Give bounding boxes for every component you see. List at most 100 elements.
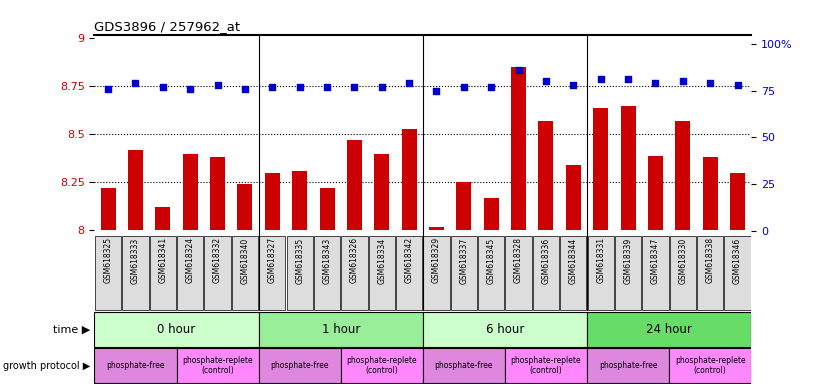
Text: phosphate-replete
(control): phosphate-replete (control) xyxy=(182,356,253,376)
Bar xyxy=(621,106,635,230)
Point xyxy=(375,84,388,90)
Text: GSM618340: GSM618340 xyxy=(241,237,250,283)
Text: GSM618332: GSM618332 xyxy=(213,237,222,283)
FancyBboxPatch shape xyxy=(424,236,450,310)
FancyBboxPatch shape xyxy=(259,348,341,383)
FancyBboxPatch shape xyxy=(533,236,559,310)
Text: GSM618334: GSM618334 xyxy=(378,237,386,283)
FancyBboxPatch shape xyxy=(122,236,149,310)
Text: GSM618326: GSM618326 xyxy=(350,237,359,283)
FancyBboxPatch shape xyxy=(259,236,286,310)
Text: GSM618331: GSM618331 xyxy=(596,237,605,283)
Text: GSM618335: GSM618335 xyxy=(296,237,304,283)
Text: phosphate-free: phosphate-free xyxy=(270,361,329,370)
Point xyxy=(621,76,635,83)
Point xyxy=(184,86,197,92)
FancyBboxPatch shape xyxy=(478,236,504,310)
Bar xyxy=(237,184,253,230)
Text: GSM618328: GSM618328 xyxy=(514,237,523,283)
FancyBboxPatch shape xyxy=(423,348,505,383)
Text: GSM618330: GSM618330 xyxy=(678,237,687,283)
Point xyxy=(102,86,115,92)
FancyBboxPatch shape xyxy=(560,236,586,310)
Point xyxy=(211,82,224,88)
Text: 1 hour: 1 hour xyxy=(322,323,360,336)
Bar xyxy=(511,67,526,230)
Text: GSM618346: GSM618346 xyxy=(733,237,742,283)
Point xyxy=(704,80,717,86)
FancyBboxPatch shape xyxy=(287,236,313,310)
Bar xyxy=(594,108,608,230)
FancyBboxPatch shape xyxy=(94,312,259,347)
Point xyxy=(457,84,470,90)
Point xyxy=(512,67,525,73)
Text: GSM618345: GSM618345 xyxy=(487,237,496,283)
Text: GSM618347: GSM618347 xyxy=(651,237,660,283)
Bar xyxy=(401,129,417,230)
Bar xyxy=(429,227,444,230)
Bar xyxy=(676,121,690,230)
FancyBboxPatch shape xyxy=(177,236,204,310)
Point xyxy=(539,78,553,84)
FancyBboxPatch shape xyxy=(587,312,751,347)
Bar xyxy=(265,173,280,230)
Text: phosphate-replete
(control): phosphate-replete (control) xyxy=(346,356,417,376)
Text: 24 hour: 24 hour xyxy=(646,323,692,336)
Point xyxy=(129,80,142,86)
FancyBboxPatch shape xyxy=(697,236,723,310)
Text: GSM618336: GSM618336 xyxy=(542,237,550,283)
FancyBboxPatch shape xyxy=(369,236,395,310)
Bar xyxy=(210,157,225,230)
Text: phosphate-free: phosphate-free xyxy=(599,361,658,370)
FancyBboxPatch shape xyxy=(670,236,696,310)
Point xyxy=(266,84,279,90)
Text: GSM618337: GSM618337 xyxy=(460,237,468,283)
Point xyxy=(649,80,662,86)
FancyBboxPatch shape xyxy=(342,236,368,310)
Bar xyxy=(128,150,143,230)
Text: phosphate-free: phosphate-free xyxy=(434,361,493,370)
Text: GSM618342: GSM618342 xyxy=(405,237,414,283)
Text: GSM618329: GSM618329 xyxy=(432,237,441,283)
FancyBboxPatch shape xyxy=(506,236,532,310)
Bar xyxy=(539,121,553,230)
FancyBboxPatch shape xyxy=(615,236,641,310)
FancyBboxPatch shape xyxy=(588,236,614,310)
FancyBboxPatch shape xyxy=(232,236,258,310)
Bar xyxy=(292,171,307,230)
FancyBboxPatch shape xyxy=(451,236,477,310)
Text: phosphate-replete
(control): phosphate-replete (control) xyxy=(675,356,745,376)
Text: GSM618333: GSM618333 xyxy=(131,237,140,283)
Point xyxy=(566,82,580,88)
FancyBboxPatch shape xyxy=(423,312,587,347)
FancyBboxPatch shape xyxy=(724,236,750,310)
Text: growth protocol ▶: growth protocol ▶ xyxy=(3,361,90,371)
Bar xyxy=(456,182,471,230)
Text: 6 hour: 6 hour xyxy=(486,323,524,336)
Text: GSM618339: GSM618339 xyxy=(624,237,632,283)
Bar xyxy=(566,165,581,230)
Point xyxy=(320,84,333,90)
Text: GSM618325: GSM618325 xyxy=(103,237,112,283)
Text: GSM618327: GSM618327 xyxy=(268,237,277,283)
Point xyxy=(293,84,306,90)
Text: GSM618343: GSM618343 xyxy=(323,237,332,283)
Text: GDS3896 / 257962_at: GDS3896 / 257962_at xyxy=(94,20,241,33)
Bar xyxy=(155,207,171,230)
FancyBboxPatch shape xyxy=(341,348,423,383)
Point xyxy=(430,88,443,94)
Text: GSM618338: GSM618338 xyxy=(706,237,714,283)
Bar xyxy=(703,157,718,230)
FancyBboxPatch shape xyxy=(669,348,751,383)
FancyBboxPatch shape xyxy=(505,348,587,383)
Bar xyxy=(319,188,335,230)
Text: GSM618344: GSM618344 xyxy=(569,237,578,283)
Point xyxy=(238,86,251,92)
Point xyxy=(348,84,361,90)
Point xyxy=(731,82,744,88)
Bar xyxy=(347,140,362,230)
FancyBboxPatch shape xyxy=(587,348,669,383)
FancyBboxPatch shape xyxy=(204,236,231,310)
Text: GSM618341: GSM618341 xyxy=(158,237,167,283)
Point xyxy=(484,84,498,90)
